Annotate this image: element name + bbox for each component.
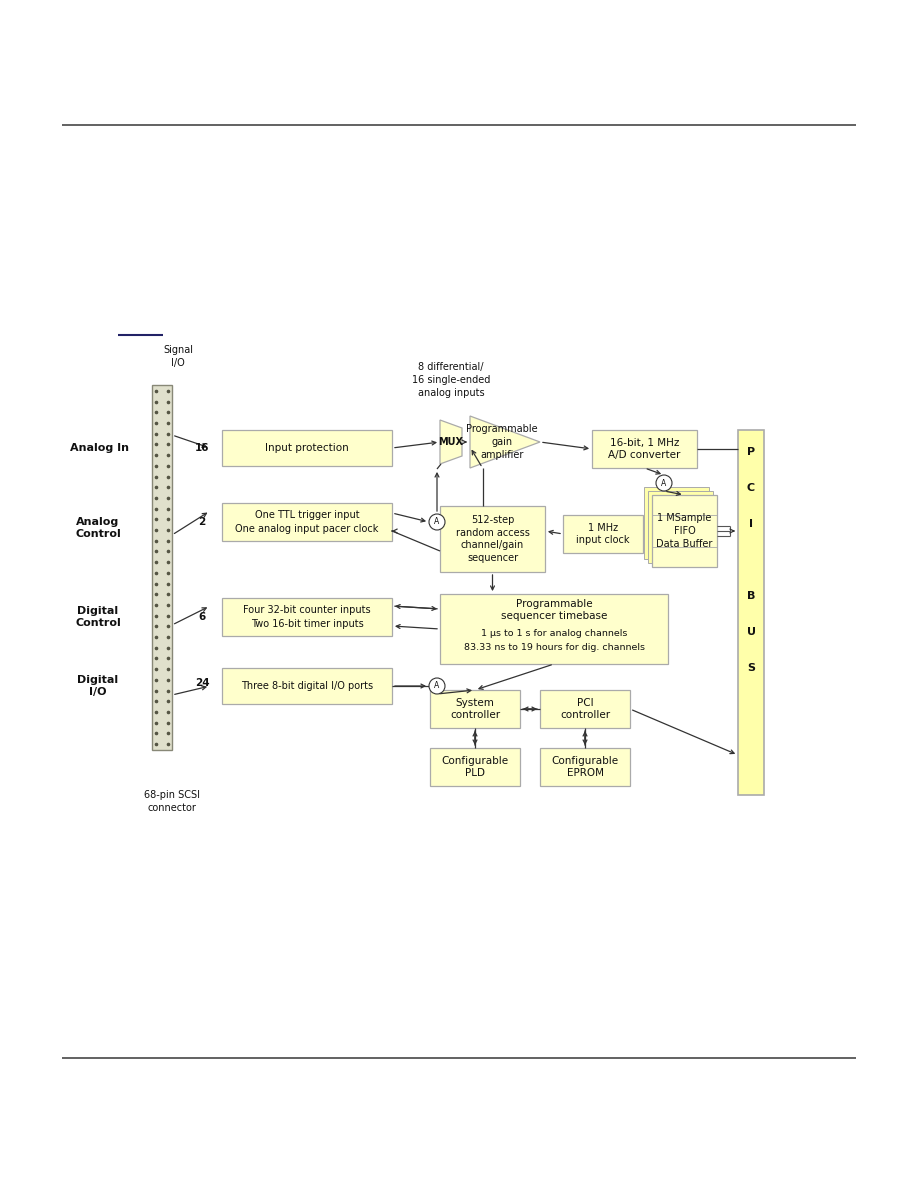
Text: 8 differential/
16 single-ended
analog inputs: 8 differential/ 16 single-ended analog i… <box>412 362 490 398</box>
Text: Two 16-bit timer inputs: Two 16-bit timer inputs <box>251 619 364 628</box>
Text: 16: 16 <box>195 443 209 453</box>
Text: 2: 2 <box>198 517 206 527</box>
Bar <box>540 690 630 728</box>
Text: PCI
controller: PCI controller <box>560 697 610 720</box>
Text: 6: 6 <box>198 612 206 623</box>
Text: A: A <box>661 479 666 487</box>
Text: Digital
Control: Digital Control <box>75 606 121 628</box>
Text: A: A <box>434 518 440 526</box>
Text: System
controller: System controller <box>450 697 500 720</box>
Text: Three 8-bit digital I/O ports: Three 8-bit digital I/O ports <box>241 681 373 691</box>
Text: Configurable
EPROM: Configurable EPROM <box>552 756 619 778</box>
Bar <box>222 503 392 541</box>
Bar <box>430 748 520 786</box>
Bar <box>652 495 717 567</box>
Bar <box>540 748 630 786</box>
Text: One analog input pacer clock: One analog input pacer clock <box>235 524 379 533</box>
Bar <box>440 594 668 664</box>
Text: 1 MSample
FIFO
Data Buffer: 1 MSample FIFO Data Buffer <box>656 513 712 549</box>
Text: 16-bit, 1 MHz
A/D converter: 16-bit, 1 MHz A/D converter <box>609 437 680 461</box>
Text: 24: 24 <box>195 678 209 688</box>
Text: Signal
I/O: Signal I/O <box>163 346 193 368</box>
Bar <box>430 690 520 728</box>
Text: Four 32-bit counter inputs: Four 32-bit counter inputs <box>243 605 371 615</box>
Bar <box>592 430 697 468</box>
Text: 68-pin SCSI
connector: 68-pin SCSI connector <box>144 790 200 813</box>
Text: Programmable
sequencer timebase: Programmable sequencer timebase <box>501 599 607 621</box>
Text: 1 MHz
input clock: 1 MHz input clock <box>577 523 630 545</box>
Text: MUX: MUX <box>439 437 464 447</box>
Bar <box>440 506 545 571</box>
Bar <box>222 668 392 704</box>
Bar <box>222 430 392 466</box>
Text: 512-step
random access
channel/gain
sequencer: 512-step random access channel/gain sequ… <box>455 514 530 563</box>
Text: Input protection: Input protection <box>265 443 349 453</box>
Text: U: U <box>746 627 756 637</box>
Bar <box>152 385 172 750</box>
Text: Configurable
PLD: Configurable PLD <box>442 756 509 778</box>
Text: Digital
I/O: Digital I/O <box>77 675 118 697</box>
Text: One TTL trigger input: One TTL trigger input <box>254 510 359 520</box>
Bar <box>648 491 713 563</box>
Text: Programmable
gain
amplifier: Programmable gain amplifier <box>466 424 538 460</box>
Text: 83.33 ns to 19 hours for dig. channels: 83.33 ns to 19 hours for dig. channels <box>464 643 644 651</box>
Text: Analog In: Analog In <box>71 443 129 453</box>
Bar <box>738 430 764 795</box>
Text: B: B <box>747 590 756 601</box>
Circle shape <box>429 514 445 530</box>
Text: A: A <box>434 682 440 690</box>
Text: I: I <box>749 519 753 529</box>
Bar <box>222 598 392 636</box>
Polygon shape <box>440 421 462 465</box>
Bar <box>644 487 709 560</box>
Text: Analog
Control: Analog Control <box>75 517 121 539</box>
Text: C: C <box>747 484 756 493</box>
Text: S: S <box>747 663 755 672</box>
Circle shape <box>429 678 445 694</box>
Text: P: P <box>747 447 756 457</box>
Bar <box>563 516 643 552</box>
Polygon shape <box>470 416 540 468</box>
Circle shape <box>656 475 672 491</box>
Text: 1 μs to 1 s for analog channels: 1 μs to 1 s for analog channels <box>481 630 627 638</box>
